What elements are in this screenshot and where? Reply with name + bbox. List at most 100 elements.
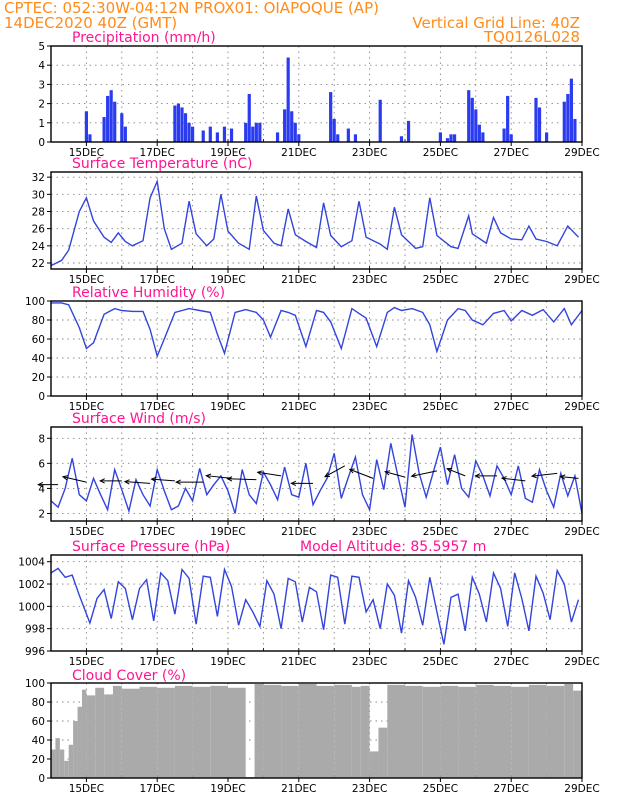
pressure-frame xyxy=(50,554,583,652)
temp-ytick-label: 24 xyxy=(32,241,46,253)
cloud-bar xyxy=(210,685,228,778)
humidity-xtick-label: 15DEC xyxy=(69,401,104,413)
cloud-bar xyxy=(351,686,361,778)
precip-bar xyxy=(290,111,294,142)
cloud-bar xyxy=(228,687,246,778)
cloud-bar xyxy=(511,686,529,778)
wind-arrowhead xyxy=(348,468,355,474)
precip-bar xyxy=(506,95,510,142)
precip-bar xyxy=(545,132,549,142)
precip-bar xyxy=(183,113,188,142)
cloud-bar xyxy=(573,690,582,778)
precip-xtick-label: 19DEC xyxy=(210,147,245,159)
wind-xtick-label: 21DEC xyxy=(281,526,316,538)
humidity-ytick-label: 100 xyxy=(25,296,45,308)
temp-xtick-label: 15DEC xyxy=(69,274,104,286)
precip-bar xyxy=(297,134,301,142)
wind-vector xyxy=(501,477,526,482)
wind-xtick-label: 17DEC xyxy=(139,526,174,538)
precip-xtick-label: 23DEC xyxy=(352,147,387,159)
precip-bar xyxy=(247,94,251,142)
precip-bar xyxy=(346,128,350,142)
cloud-bar xyxy=(95,687,105,778)
cloud-bar xyxy=(77,706,82,778)
precip-bar xyxy=(332,118,336,142)
temp-xtick-label: 29DEC xyxy=(564,274,599,286)
pressure-title: Surface Pressure (hPa) xyxy=(72,539,230,555)
cloud-bar xyxy=(528,684,547,778)
precip-xtick-label: 27DEC xyxy=(493,147,528,159)
humidity-ytick-label: 0 xyxy=(38,391,45,403)
wind-frame xyxy=(50,426,583,522)
precip-bar xyxy=(251,126,255,142)
precip-bar xyxy=(438,132,442,142)
precip-bar xyxy=(286,57,290,142)
wind-xtick-label: 19DEC xyxy=(210,526,245,538)
cloud-bar xyxy=(546,685,565,778)
humidity-xtick-label: 21DEC xyxy=(281,401,316,413)
temp-ytick-label: 30 xyxy=(32,189,45,201)
precip-bar xyxy=(222,126,227,142)
precip-bar xyxy=(537,107,542,142)
precip-bar xyxy=(109,90,113,142)
wind-arrowhead xyxy=(384,470,391,476)
precip-bar xyxy=(176,103,181,142)
cloud-bar xyxy=(174,685,193,778)
precip-bar xyxy=(481,132,485,142)
pressure-xtick-label: 17DEC xyxy=(139,656,174,668)
cloud-ytick-label: 60 xyxy=(32,716,45,728)
precip-bar xyxy=(113,101,117,142)
cloud-bar xyxy=(422,686,441,778)
cloud-bar xyxy=(405,685,423,778)
temp-xtick-label: 25DEC xyxy=(423,274,458,286)
cloud-xtick-label: 25DEC xyxy=(423,783,458,795)
cloud-ytick-label: 20 xyxy=(32,754,45,766)
precip-bar xyxy=(283,109,287,142)
humidity-xtick-label: 17DEC xyxy=(139,401,174,413)
cloud-bar xyxy=(73,721,78,778)
wind-arrowhead xyxy=(410,472,417,478)
wind-ytick-label: 2 xyxy=(38,508,45,520)
precip-bar xyxy=(470,97,474,142)
precip-ytick-label: 2 xyxy=(38,99,45,111)
pressure-ytick-label: 996 xyxy=(25,646,45,658)
pressure-xtick-label: 29DEC xyxy=(564,656,599,668)
precip-bar xyxy=(399,136,404,142)
humidity-xtick-label: 27DEC xyxy=(493,401,528,413)
cloud-bar xyxy=(157,687,175,778)
pressure-xtick-label: 27DEC xyxy=(493,656,528,668)
header-grid-note: Vertical Grid Line: 40Z xyxy=(412,14,580,32)
precip-xtick-label: 29DEC xyxy=(564,147,599,159)
wind-vector xyxy=(257,471,282,477)
cloud-bar xyxy=(334,684,352,778)
precip-ytick-label: 0 xyxy=(38,137,45,149)
precip-bar xyxy=(467,90,471,142)
cloud-panel: 0 20 40 60 80 100 15DEC 17DEC 19DEC 21DEC 23DEC 25D… xyxy=(25,678,600,795)
pressure-ytick-label: 998 xyxy=(25,624,45,636)
precip-bar xyxy=(258,122,262,142)
wind-arrowhead xyxy=(205,473,212,479)
precip-bar xyxy=(534,97,538,142)
precip-bar xyxy=(102,117,106,142)
wind-arrowhead xyxy=(99,478,105,484)
wind-arrowhead xyxy=(446,467,453,473)
precip-bar xyxy=(573,118,577,142)
precip-xtick-label: 15DEC xyxy=(69,147,104,159)
wind-arrowhead xyxy=(500,476,507,482)
model-altitude: Model Altitude: 85.5957 m xyxy=(300,539,486,555)
cloud-bar xyxy=(139,686,158,778)
cloud-bar xyxy=(458,686,476,778)
wind-ytick-label: 8 xyxy=(38,433,45,445)
humidity-series-line xyxy=(51,302,583,359)
cloud-bar xyxy=(59,749,65,778)
pressure-series-line xyxy=(50,566,580,645)
precip-bar xyxy=(378,99,382,142)
precip-bar xyxy=(445,138,450,142)
precip-bar xyxy=(191,126,195,142)
wind-arrowhead xyxy=(175,479,181,485)
cloud-bar xyxy=(440,685,459,778)
precip-bar xyxy=(502,128,506,142)
temp-panel: 22 24 26 28 30 32 15DEC 17DEC 19DEC 21DEC 23DEC 25D… xyxy=(32,171,600,286)
precip-bar xyxy=(477,124,481,142)
